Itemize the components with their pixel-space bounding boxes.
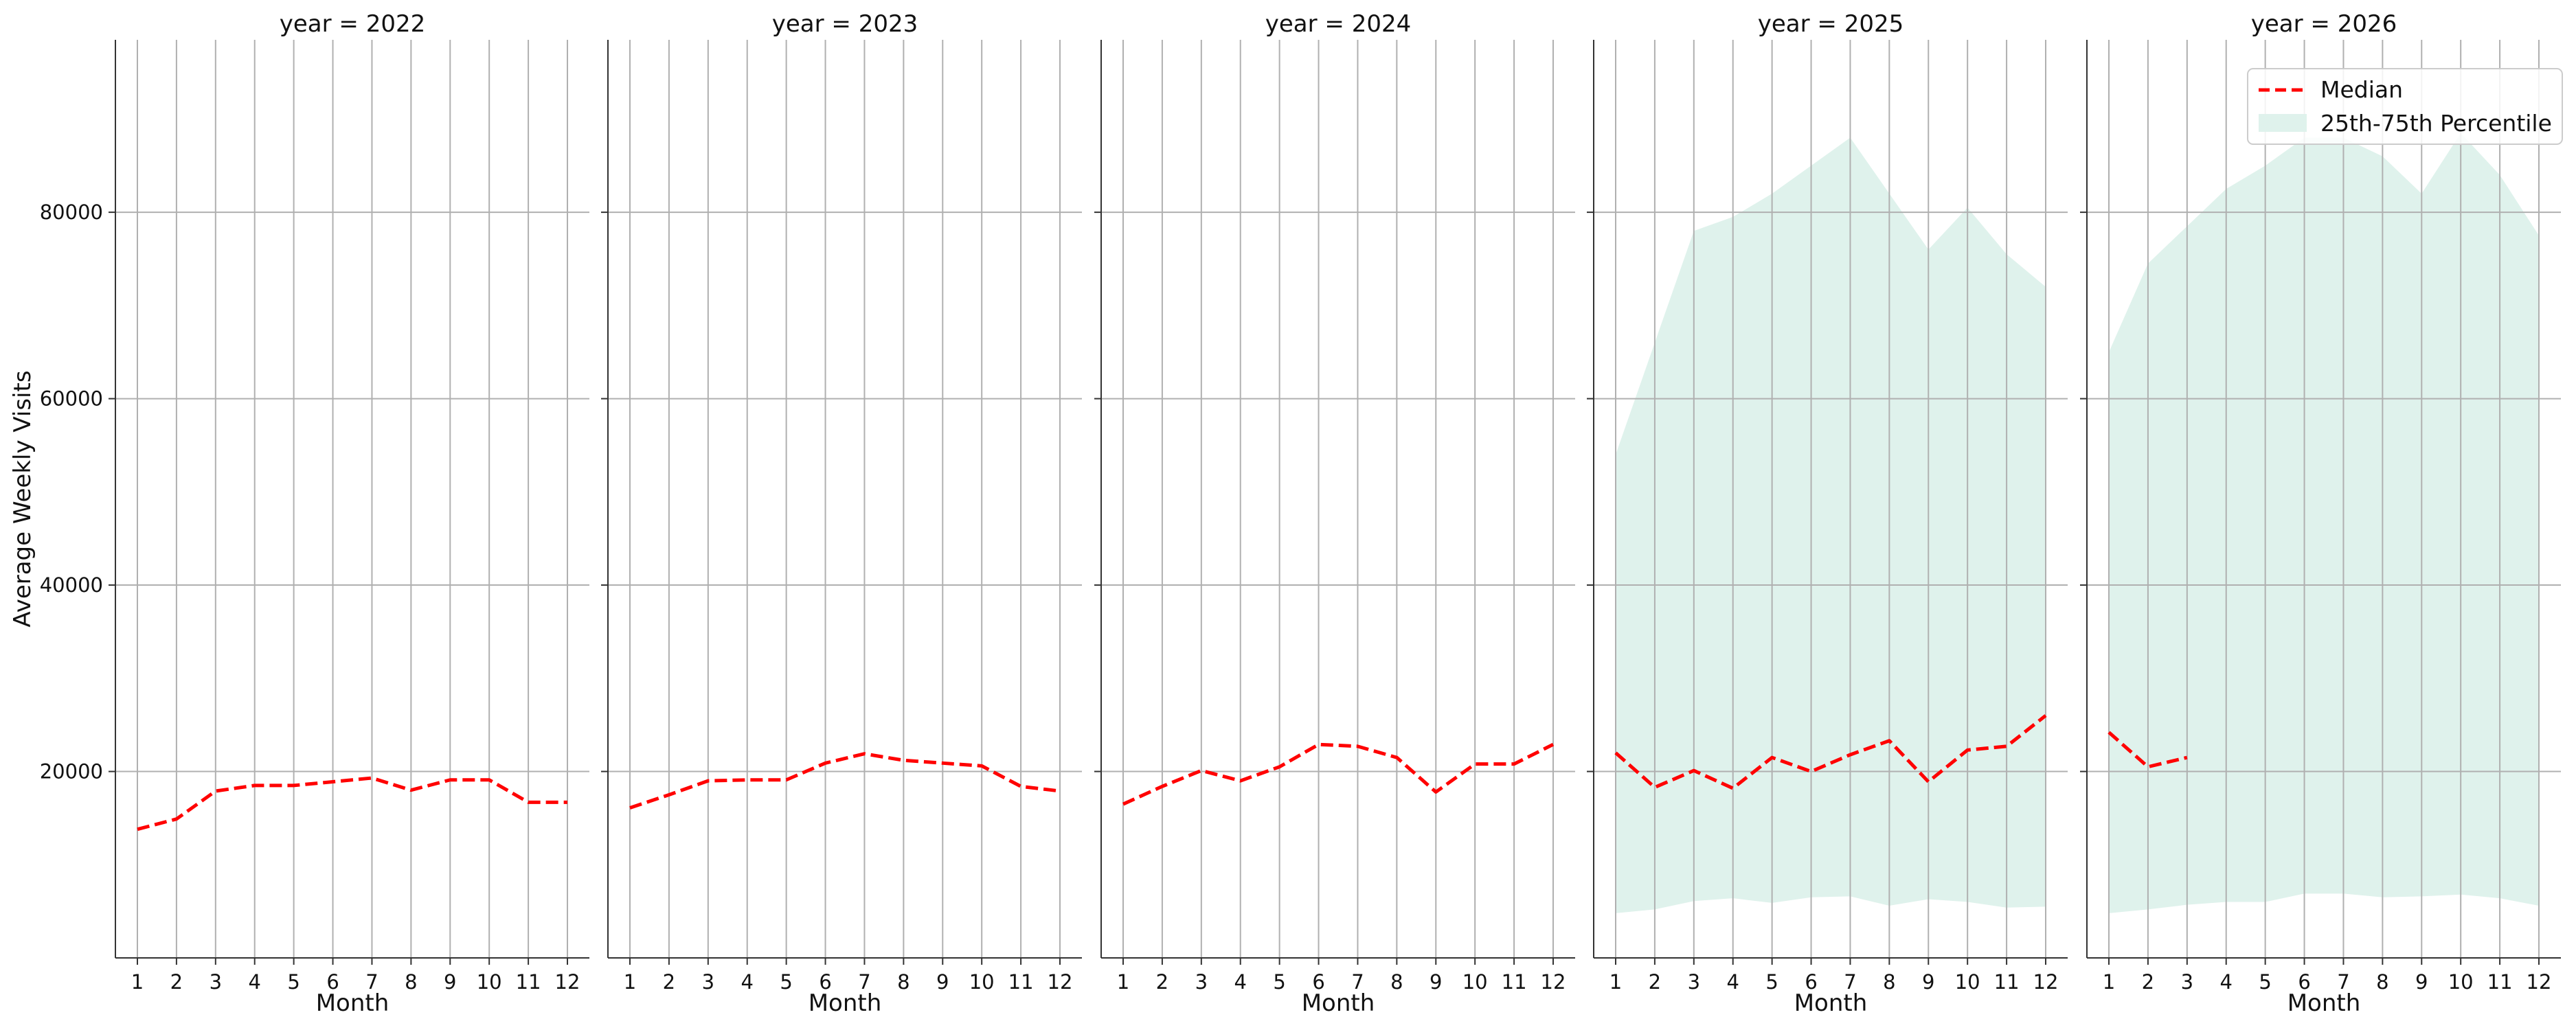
median-line (2108, 731, 2188, 769)
median-line (137, 776, 567, 832)
x-tick-label: 3 (2181, 970, 2193, 994)
x-tick-label: 9 (1922, 970, 1934, 994)
panel-1: 1 2 3 4 5 6 7 8 9 10 11 1220000400006000080000year … (40, 10, 589, 1017)
x-tick-label: 8 (2376, 970, 2388, 994)
x-tick-label: 3 (1688, 970, 1700, 994)
x-tick-label: 8 (1390, 970, 1403, 994)
x-tick-label: 8 (405, 970, 417, 994)
x-axis-label: Month (316, 989, 389, 1017)
percentile-band (1616, 137, 2046, 913)
x-tick-label: 11 (1502, 970, 1527, 994)
x-tick-label: 1 (131, 970, 144, 994)
median-line (1122, 742, 1555, 806)
x-tick-label: 12 (2527, 970, 2552, 994)
y-tick-label: 20000 (40, 760, 103, 783)
y-tick-label: 80000 (40, 201, 103, 224)
x-tick-label: 12 (555, 970, 580, 994)
x-tick-label: 1 (1609, 970, 1622, 994)
x-tick-label: 3 (210, 970, 222, 994)
x-tick-label: 8 (1883, 970, 1895, 994)
x-tick-label: 6 (1805, 970, 1817, 994)
x-tick-label: 8 (897, 970, 909, 994)
x-tick-label: 11 (2487, 970, 2513, 994)
x-tick-label: 4 (741, 970, 754, 994)
panel-title: year = 2023 (772, 10, 918, 38)
panel-title: year = 2024 (1265, 10, 1411, 38)
x-tick-label: 10 (1462, 970, 1488, 994)
y-tick-label: 40000 (40, 573, 103, 597)
panel-title: year = 2026 (2251, 10, 2397, 38)
legend-band-label: 25th-75th Percentile (2320, 110, 2552, 137)
x-tick-label: 7 (1351, 970, 1364, 994)
x-tick-label: 1 (2103, 970, 2115, 994)
x-tick-label: 9 (936, 970, 949, 994)
x-tick-label: 3 (1195, 970, 1208, 994)
legend-box (2247, 68, 2563, 145)
x-tick-label: 10 (1955, 970, 1980, 994)
x-tick-label: 6 (2298, 970, 2310, 994)
panel-title: year = 2022 (280, 10, 425, 38)
x-tick-label: 12 (2033, 970, 2059, 994)
x-axis-label: Month (1794, 989, 1868, 1017)
x-tick-label: 5 (2259, 970, 2271, 994)
panel-title: year = 2025 (1758, 10, 1903, 38)
x-axis-label: Month (2287, 989, 2361, 1017)
x-tick-label: 4 (1727, 970, 1739, 994)
x-tick-label: 6 (326, 970, 339, 994)
x-tick-label: 2 (1156, 970, 1168, 994)
x-tick-label: 10 (969, 970, 995, 994)
x-tick-label: 2 (2142, 970, 2154, 994)
legend-band-swatch (2259, 114, 2307, 132)
x-tick-label: 11 (1994, 970, 2020, 994)
x-tick-label: 5 (287, 970, 300, 994)
x-tick-label: 9 (2415, 970, 2428, 994)
x-tick-label: 4 (2220, 970, 2233, 994)
median-line (1614, 714, 2047, 790)
x-tick-label: 5 (1273, 970, 1285, 994)
y-axis-label: Average Weekly Visits (9, 370, 36, 627)
x-tick-label: 12 (1048, 970, 1073, 994)
x-tick-label: 7 (1844, 970, 1856, 994)
x-tick-label: 1 (1117, 970, 1129, 994)
x-tick-label: 5 (780, 970, 792, 994)
x-tick-label: 9 (1430, 970, 1442, 994)
x-tick-label: 1 (624, 970, 636, 994)
y-tick-label: 60000 (40, 387, 103, 411)
legend-median-label: Median (2320, 76, 2403, 103)
x-tick-label: 11 (1008, 970, 1034, 994)
x-tick-label: 6 (1312, 970, 1324, 994)
x-tick-label: 2 (663, 970, 675, 994)
median-line (629, 752, 1061, 810)
x-tick-label: 12 (1541, 970, 1566, 994)
x-tick-label: 2 (1649, 970, 1661, 994)
x-tick-label: 4 (249, 970, 261, 994)
x-tick-label: 5 (1765, 970, 1778, 994)
percentile-band (2109, 133, 2539, 913)
x-tick-label: 7 (365, 970, 378, 994)
x-tick-label: 2 (170, 970, 183, 994)
x-axis-label: Month (1302, 989, 1375, 1017)
x-tick-label: 9 (444, 970, 456, 994)
x-tick-label: 6 (819, 970, 831, 994)
x-axis-label: Month (809, 989, 882, 1017)
x-tick-label: 10 (2448, 970, 2474, 994)
x-tick-label: 7 (2337, 970, 2349, 994)
x-tick-label: 4 (1234, 970, 1247, 994)
x-tick-label: 7 (858, 970, 870, 994)
x-tick-label: 3 (702, 970, 714, 994)
legend: Median 25th-75th Percentile (2247, 68, 2563, 145)
x-tick-label: 10 (477, 970, 502, 994)
x-tick-label: 11 (516, 970, 541, 994)
